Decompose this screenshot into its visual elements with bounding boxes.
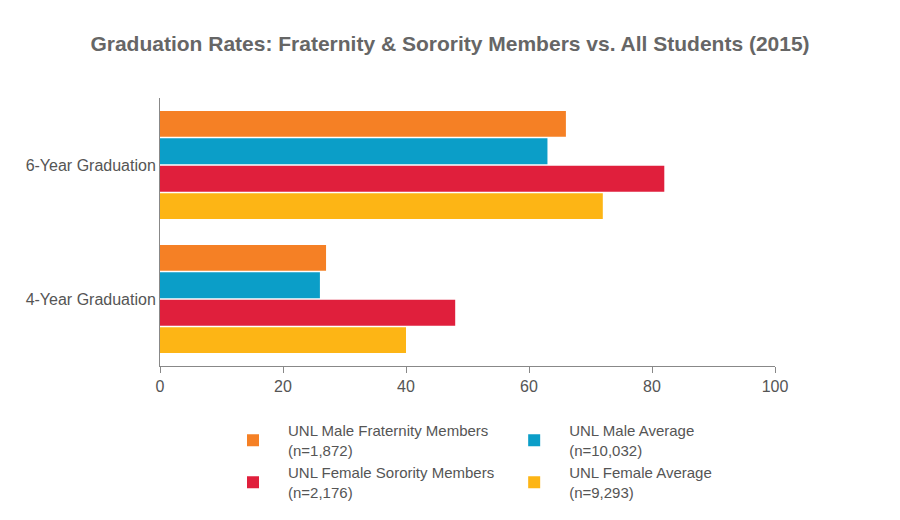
svg-text:0: 0 [156,378,165,395]
svg-text:4-Year Graduation: 4-Year Graduation [26,291,156,308]
svg-text:20: 20 [274,378,292,395]
svg-text:UNL Female Sorority Members(n=: UNL Female Sorority Members(n=2,176) [288,464,494,501]
svg-text:6-Year Graduation: 6-Year Graduation [26,157,156,174]
svg-text:60: 60 [520,378,538,395]
svg-text:80: 80 [643,378,661,395]
svg-text:UNL Female Average(n=9,293): UNL Female Average(n=9,293) [569,464,712,501]
svg-text:UNL Male Average(n=10,032): UNL Male Average(n=10,032) [569,422,694,459]
svg-text:100: 100 [762,378,789,395]
svg-text:UNL Male Fraternity Members(n=: UNL Male Fraternity Members(n=1,872) [288,422,488,459]
svg-text:Graduation Rates: Fraternity &: Graduation Rates: Fraternity & Sorority … [90,32,809,55]
svg-text:40: 40 [397,378,415,395]
